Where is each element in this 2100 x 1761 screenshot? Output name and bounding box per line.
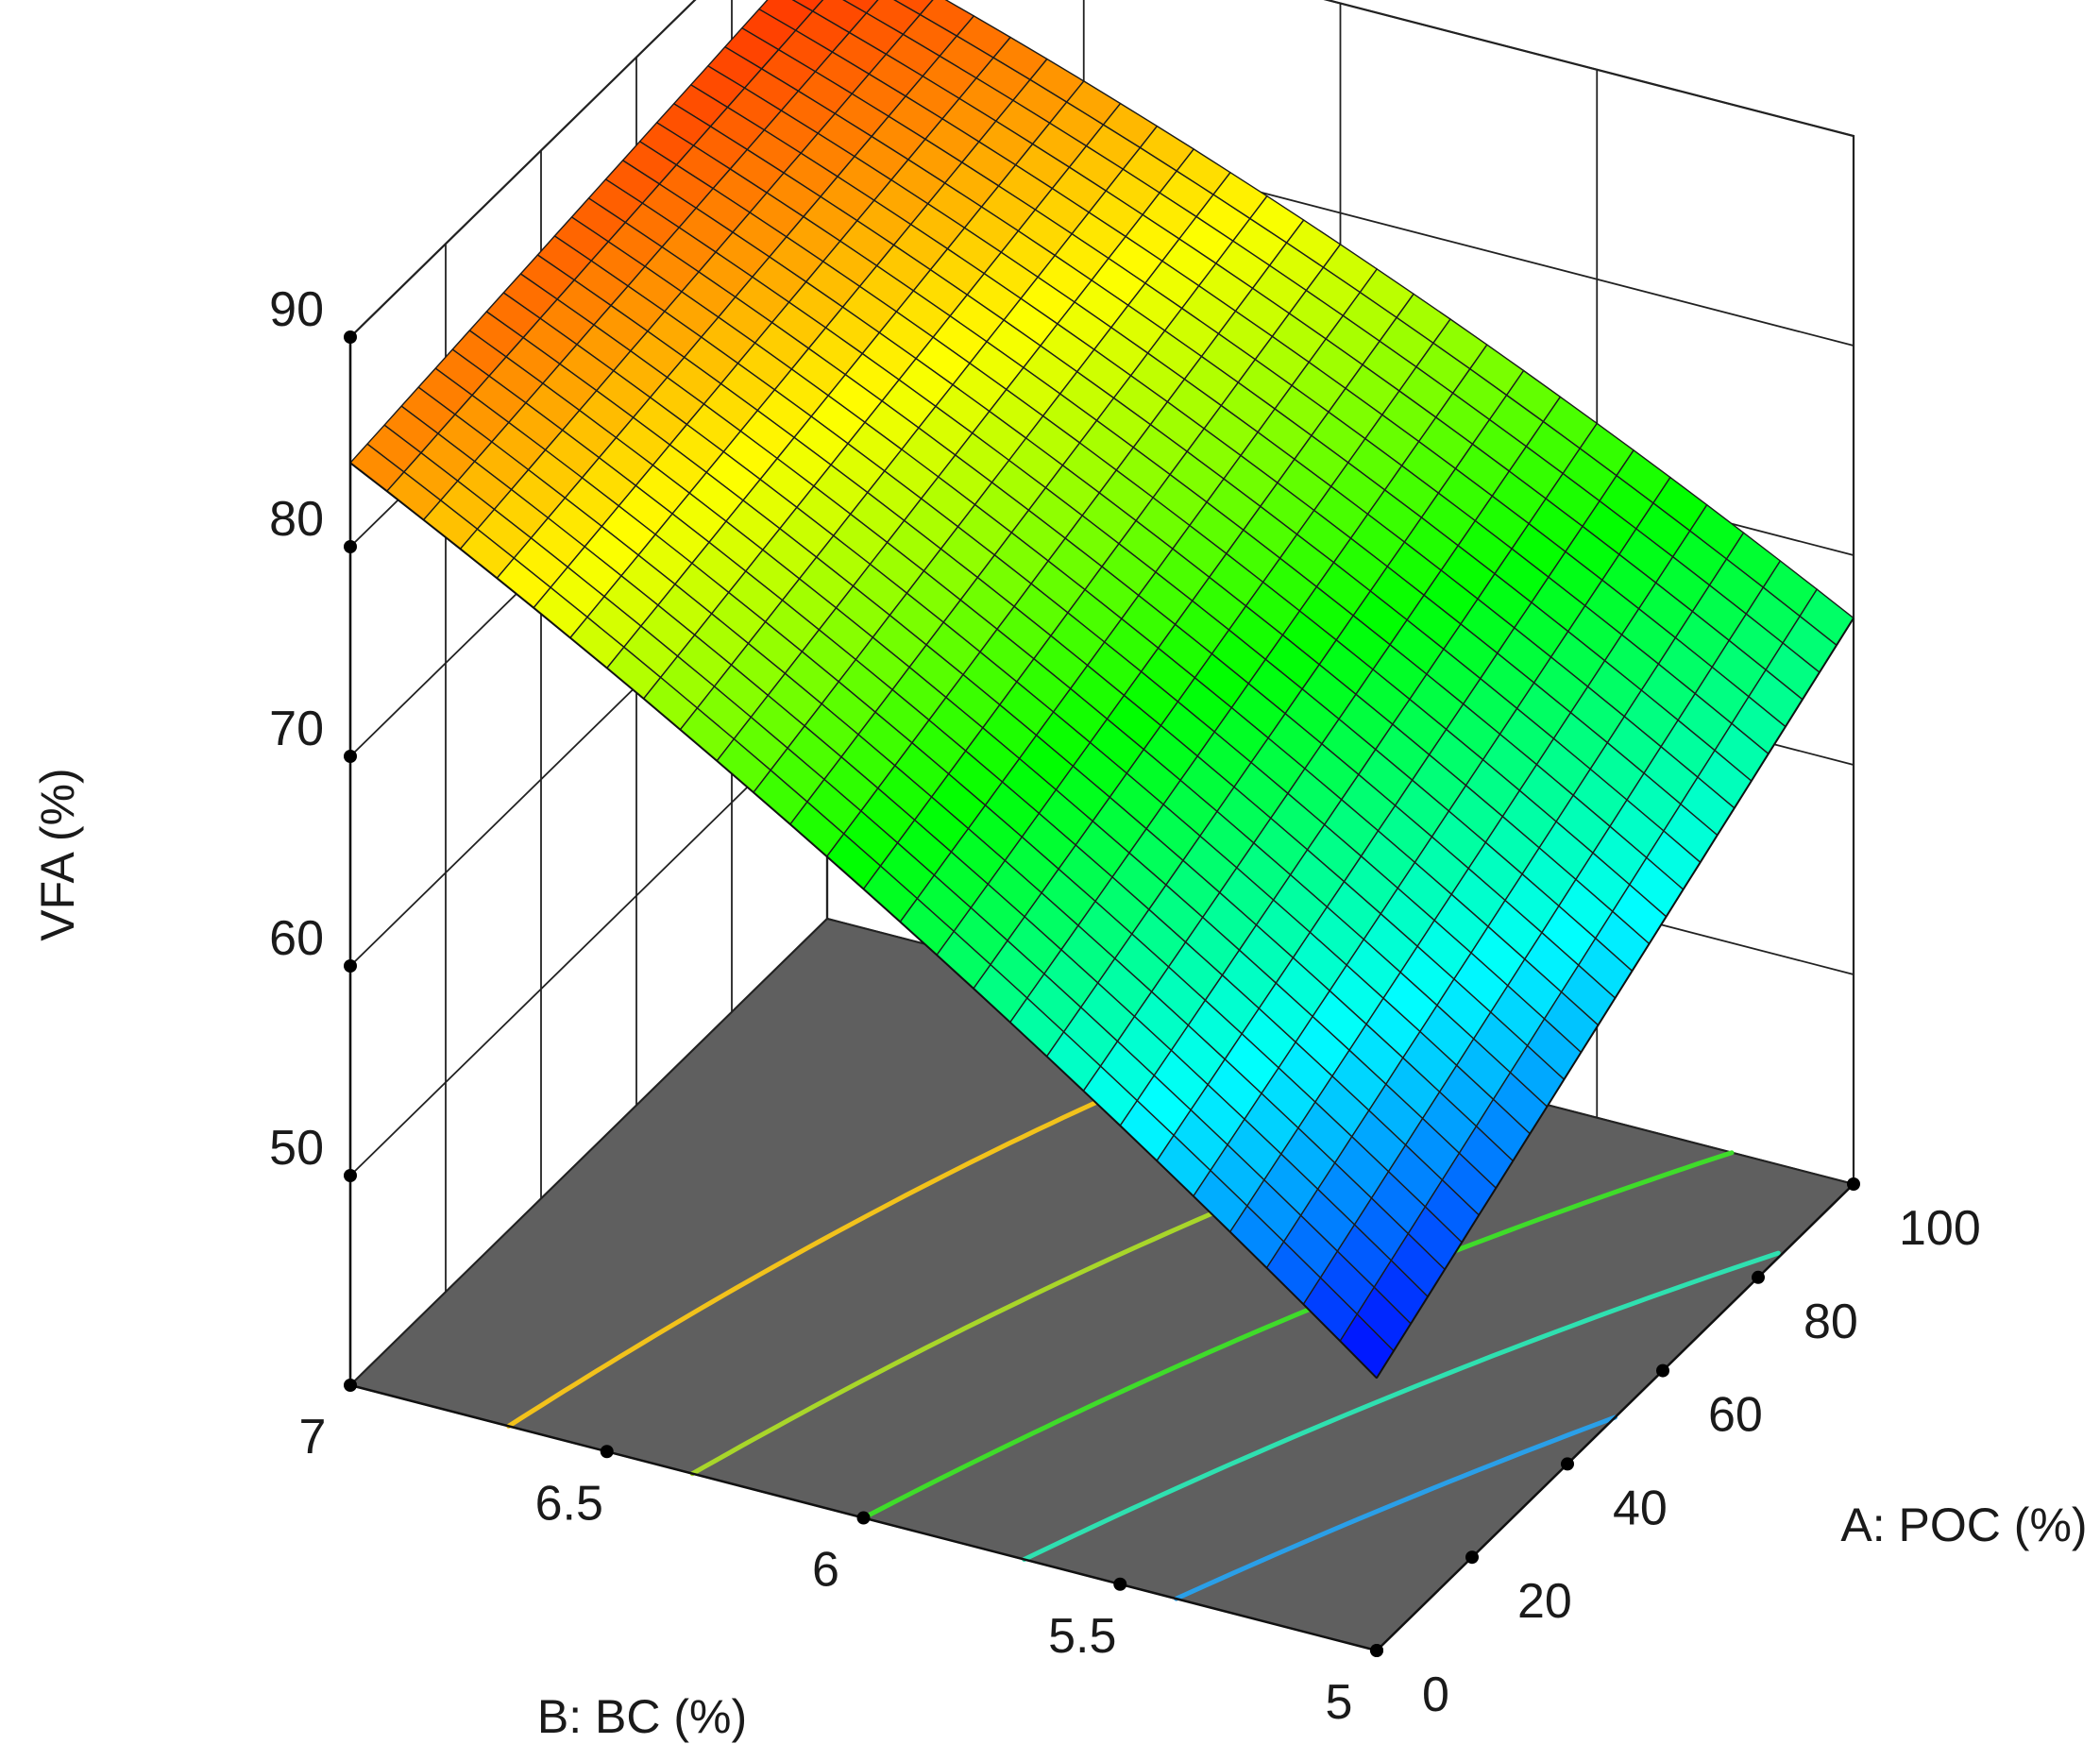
a-tick-label: 40	[1613, 1481, 1668, 1535]
z-tick-label: 50	[269, 1121, 324, 1176]
a-tick-dot	[1370, 1644, 1383, 1657]
b-tick-dot	[1113, 1577, 1127, 1591]
z-tick-dot	[344, 540, 357, 553]
a-axis-line	[1376, 1183, 1854, 1651]
z-tick-dot	[344, 1169, 357, 1182]
z-tick-label: 80	[269, 492, 324, 547]
a-tick-label: 0	[1422, 1668, 1449, 1722]
b-tick-label: 5	[1326, 1675, 1353, 1730]
z-tick-dot	[344, 959, 357, 973]
z-tick-dot	[344, 750, 357, 763]
x-axis-title: A: POC (%)	[1840, 1499, 2087, 1551]
b-tick-label: 7	[299, 1410, 327, 1465]
b-tick-label: 5.5	[1048, 1609, 1116, 1664]
surface-edge-front	[1376, 618, 1854, 1379]
contour-line	[861, 1150, 1735, 1520]
a-tick-label: 100	[1899, 1201, 1981, 1256]
b-tick-dot	[600, 1445, 614, 1459]
z-tick-label: 60	[269, 911, 324, 966]
b-tick-dot	[856, 1511, 871, 1525]
b-tick-label: 6	[812, 1543, 839, 1598]
b-tick-label: 6.5	[535, 1476, 603, 1531]
a-tick-dot	[1752, 1270, 1765, 1284]
a-tick-label: 20	[1517, 1574, 1572, 1629]
y-axis-title: B: BC (%)	[537, 1690, 747, 1743]
axis-labels: VFA (%) B: BC (%) A: POC (%)	[31, 768, 2088, 1743]
a-tick-dot	[1847, 1177, 1860, 1191]
z-axis-title: VFA (%)	[31, 768, 84, 940]
b-tick-dot	[344, 1379, 357, 1392]
a-tick-label: 60	[1708, 1388, 1763, 1443]
surface-cell	[791, 0, 824, 12]
a-tick-dot	[1465, 1550, 1479, 1565]
contour-line	[1174, 1414, 1617, 1601]
a-tick-dot	[1561, 1457, 1574, 1471]
wall-gridline-z	[349, 0, 1854, 338]
a-tick-label: 80	[1804, 1295, 1858, 1349]
z-tick-label: 90	[269, 282, 324, 337]
a-tick-dot	[1656, 1363, 1669, 1378]
z-tick-dot	[344, 330, 357, 344]
contour-line	[1022, 1250, 1781, 1562]
surface-edge-left	[349, 462, 1378, 1380]
z-tick-label: 70	[269, 702, 324, 756]
response-surface	[349, 0, 1854, 1380]
